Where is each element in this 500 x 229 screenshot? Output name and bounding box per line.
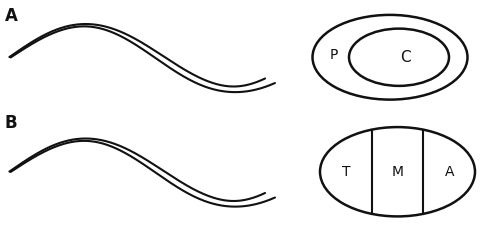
- Text: B: B: [5, 114, 18, 133]
- Text: T: T: [342, 165, 350, 179]
- Text: A: A: [5, 7, 18, 25]
- Ellipse shape: [349, 29, 449, 86]
- Text: M: M: [392, 165, 404, 179]
- Ellipse shape: [320, 127, 475, 216]
- Text: P: P: [330, 48, 338, 62]
- Ellipse shape: [312, 15, 468, 100]
- Text: C: C: [400, 50, 410, 65]
- Text: A: A: [444, 165, 454, 179]
